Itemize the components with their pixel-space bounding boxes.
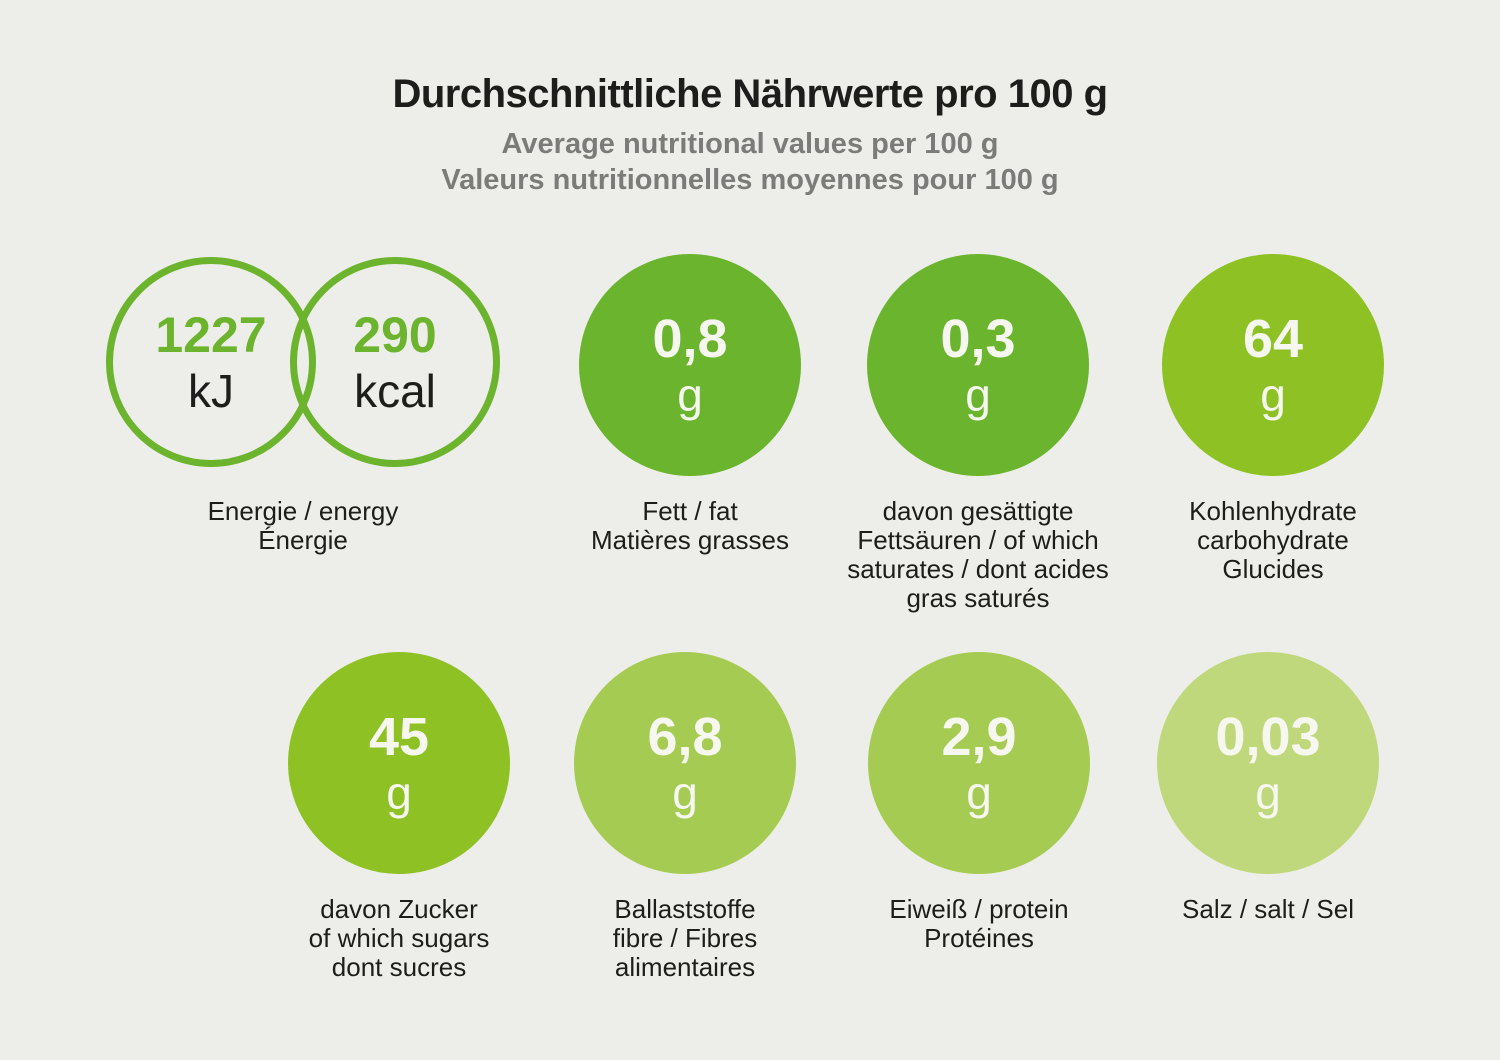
nutrient-circle-salt: 0,03 g: [1157, 652, 1379, 874]
label-line: Eiweiß / protein: [889, 894, 1069, 924]
energy-kj-value: 1227: [155, 307, 267, 363]
energy-kj-ring: 1227 kJ: [106, 257, 316, 467]
nutrient-unit: g: [677, 369, 703, 421]
label-line: alimentaires: [614, 952, 756, 982]
nutrient-unit: g: [965, 369, 991, 421]
nutrient-value: 2,9: [941, 707, 1017, 767]
nutrient-value: 0,03: [1215, 707, 1321, 767]
energy-kj-unit: kJ: [188, 365, 234, 417]
nutrient-label-fibre: Ballaststoffe fibre / Fibres alimentaire…: [525, 895, 845, 982]
label-line: Fett / fat: [642, 496, 738, 526]
label-line: carbohydrate: [1197, 525, 1349, 555]
label-line: fibre / Fibres: [612, 923, 758, 953]
nutrient-unit: g: [672, 767, 698, 819]
nutrient-unit: g: [1260, 369, 1286, 421]
nutrient-circle-carbohydrate: 64 g: [1162, 254, 1384, 476]
nutrient-unit: g: [1255, 767, 1281, 819]
header: Durchschnittliche Nährwerte pro 100 g Av…: [0, 72, 1500, 198]
energy-kcal-unit: kcal: [354, 365, 436, 417]
subtitle-french: Valeurs nutritionnelles moyennes pour 10…: [441, 164, 1059, 196]
label-line: Ballaststoffe: [614, 894, 756, 924]
label-line: davon gesättigte: [882, 496, 1074, 526]
nutrient-circle-fibre: 6,8 g: [574, 652, 796, 874]
nutrient-value: 0,8: [652, 309, 728, 369]
nutrient-value: 45: [368, 707, 430, 767]
nutrient-circle-sugars: 45 g: [288, 652, 510, 874]
nutrient-value: 64: [1242, 309, 1304, 369]
page-title: Durchschnittliche Nährwerte pro 100 g: [392, 72, 1108, 116]
label-line: gras saturés: [906, 583, 1050, 613]
nutrient-value: 0,3: [940, 309, 1016, 369]
energy-label: Energie / energy Énergie: [143, 497, 463, 555]
label-line: of which sugars: [308, 923, 490, 953]
label-line: Fettsäuren / of which: [857, 525, 1099, 555]
nutrient-circle-fat: 0,8 g: [579, 254, 801, 476]
nutrient-circle-saturates: 0,3 g: [867, 254, 1089, 476]
nutrient-label-sugars: davon Zucker of which sugars dont sucres: [239, 895, 559, 982]
energy-label-line: Energie / energy: [207, 496, 399, 526]
label-line: davon Zucker: [320, 894, 478, 924]
nutrient-unit: g: [966, 767, 992, 819]
nutrient-label-saturates: davon gesättigte Fettsäuren / of which s…: [818, 497, 1138, 613]
label-line: dont sucres: [331, 952, 467, 982]
nutrient-label-salt: Salz / salt / Sel: [1108, 895, 1428, 924]
energy-label-line: Énergie: [258, 525, 348, 555]
nutrient-label-fat: Fett / fat Matières grasses: [530, 497, 850, 555]
nutrient-label-protein: Eiweiß / protein Protéines: [819, 895, 1139, 953]
label-line: Protéines: [924, 923, 1034, 953]
label-line: Glucides: [1222, 554, 1324, 584]
nutrient-value: 6,8: [647, 707, 723, 767]
label-line: Salz / salt / Sel: [1182, 894, 1354, 924]
label-line: saturates / dont acides: [847, 554, 1109, 584]
nutrient-unit: g: [386, 767, 412, 819]
label-line: Kohlenhydrate: [1189, 496, 1357, 526]
energy-kcal-ring: 290 kcal: [290, 257, 500, 467]
energy-kcal-value: 290: [353, 307, 437, 363]
nutrient-circle-protein: 2,9 g: [868, 652, 1090, 874]
subtitle-english: Average nutritional values per 100 g: [501, 128, 999, 160]
nutrient-label-carbohydrate: Kohlenhydrate carbohydrate Glucides: [1113, 497, 1433, 584]
label-line: Matières grasses: [591, 525, 789, 555]
